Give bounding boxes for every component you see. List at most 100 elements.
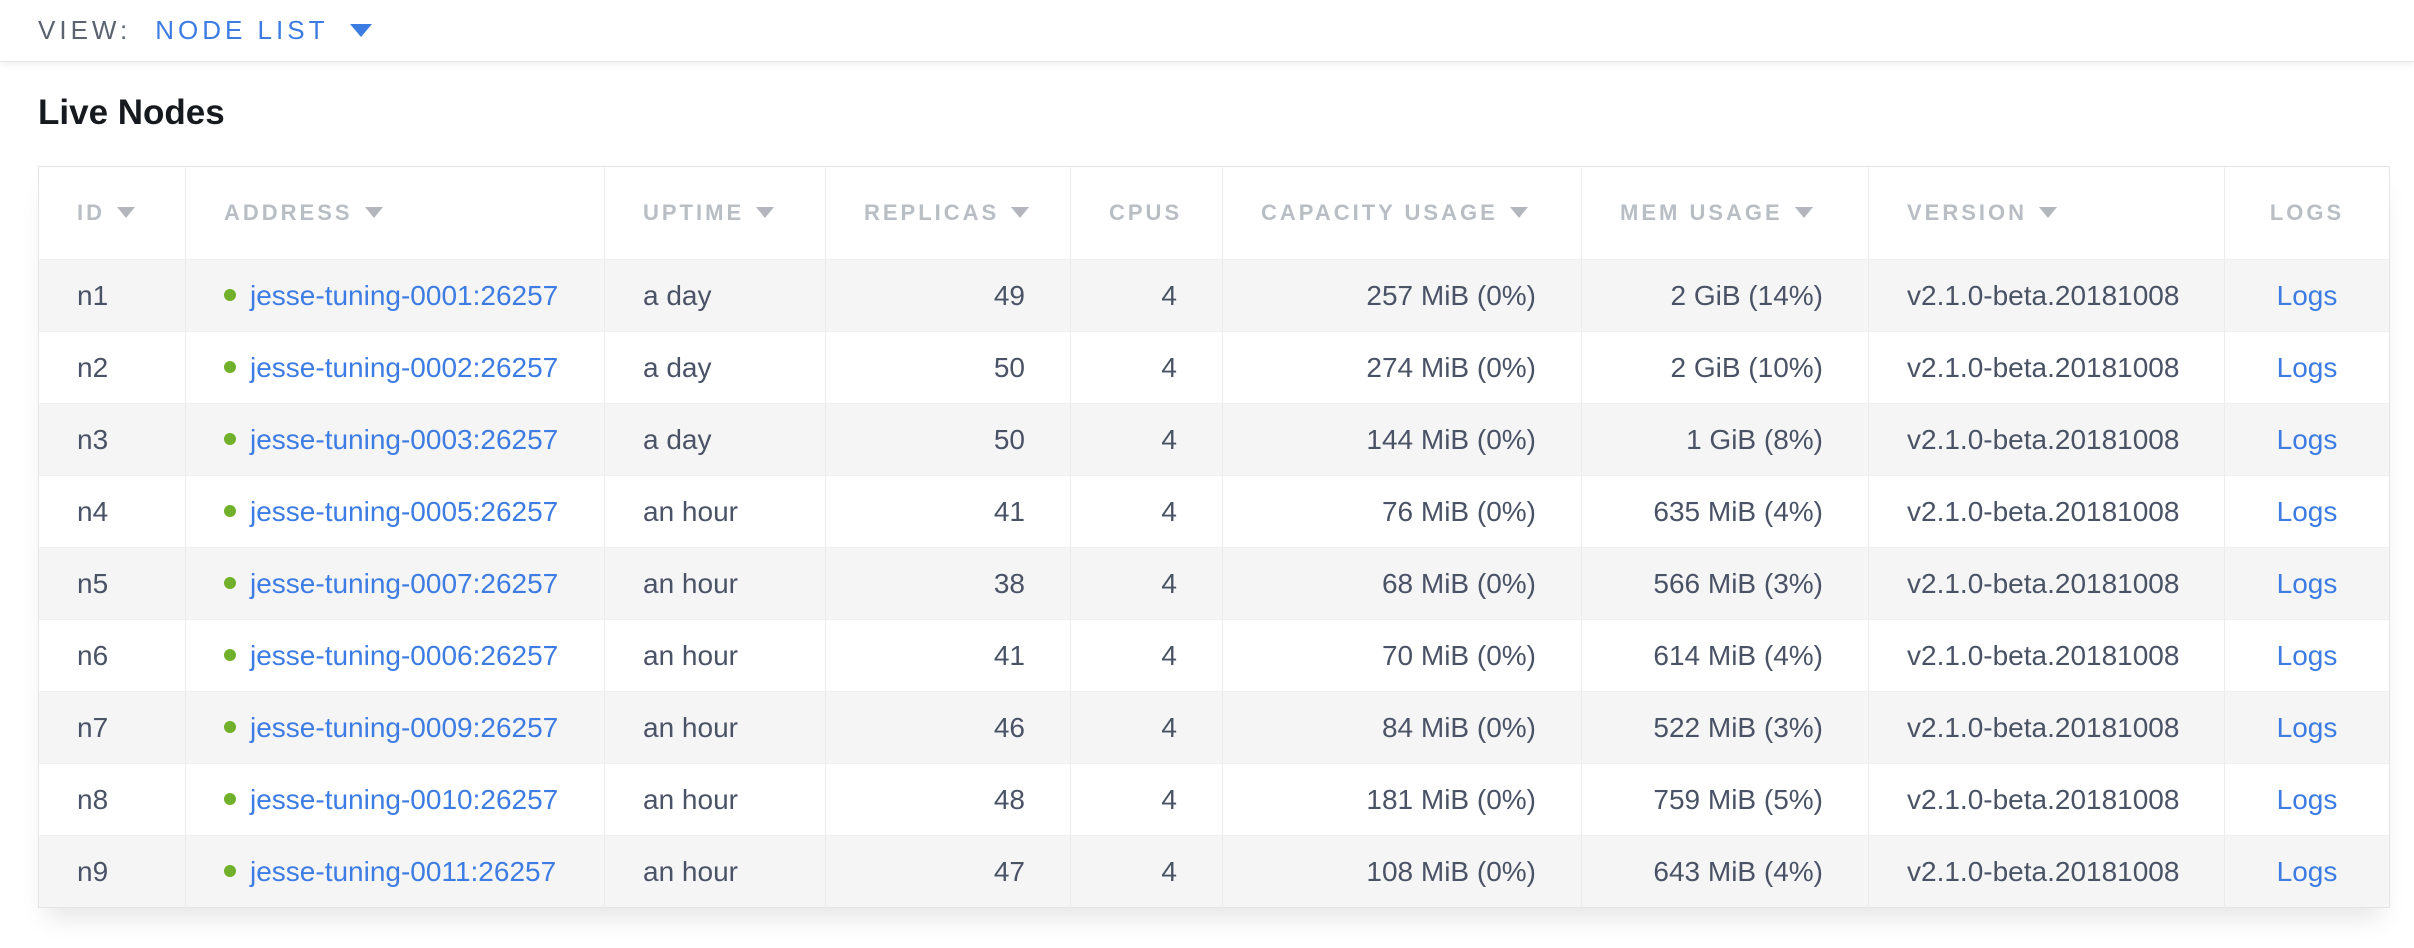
column-label: LOGS [2269,200,2345,225]
node-address-link[interactable]: jesse-tuning-0007:26257 [250,567,559,599]
node-live-status-icon [224,649,236,662]
logs-link[interactable]: Logs [2276,351,2338,383]
table-row: n8 jesse-tuning-0010:26257 an hour 48 4 181 M… [38,763,2390,836]
node-live-status-icon [224,793,236,806]
logs-link[interactable]: Logs [2276,783,2338,815]
version-cell: v2.1.0-beta.20181008 [1868,475,2225,548]
node-live-status-icon [224,721,236,734]
id-cell: n3 [38,403,186,476]
id-cell: n7 [38,691,186,764]
column-label: MEM USAGE [1620,200,1783,225]
replicas-cell: 46 [825,691,1071,764]
node-live-status-icon [224,289,236,302]
view-selected-value[interactable]: NODE LIST [155,15,329,45]
logs-link[interactable]: Logs [2276,279,2338,311]
view-bar: VIEW: NODE LIST [0,0,2414,62]
node-address-link[interactable]: jesse-tuning-0001:26257 [250,279,559,311]
column-header-address[interactable]: ADDRESS [185,166,605,260]
version-cell: v2.1.0-beta.20181008 [1868,331,2225,404]
mem-cell: 759 MiB (5%) [1581,763,1869,836]
capacity-cell: 70 MiB (0%) [1222,619,1582,692]
cpus-cell: 4 [1070,475,1223,548]
table-row: n3 jesse-tuning-0003:26257 a day 50 4 144 MiB… [38,403,2390,476]
id-cell: n6 [38,619,186,692]
nodes-table: ID ADDRESS UPTIME REPLICAS CPUS CAPACITY USAG… [38,166,2390,908]
node-address-cell: jesse-tuning-0009:26257 [185,691,605,764]
sort-desc-icon [1509,206,1528,218]
capacity-cell: 108 MiB (0%) [1222,835,1582,908]
table-row: n5 jesse-tuning-0007:26257 an hour 38 4 68 Mi… [38,547,2390,620]
live-nodes-table: ID ADDRESS UPTIME REPLICAS CPUS CAPACITY USAG… [38,166,2390,908]
capacity-cell: 181 MiB (0%) [1222,763,1582,836]
logs-cell: Logs [2224,547,2390,620]
sort-desc-icon [1794,206,1813,218]
logs-link[interactable]: Logs [2276,711,2338,743]
id-cell: n9 [38,835,186,908]
view-selector-dropdown[interactable]: NODE LIST [155,15,373,46]
logs-link[interactable]: Logs [2276,639,2338,671]
column-label: CPUS [1109,200,1183,225]
logs-link[interactable]: Logs [2276,423,2338,455]
capacity-cell: 144 MiB (0%) [1222,403,1582,476]
node-address-link[interactable]: jesse-tuning-0002:26257 [250,351,559,383]
uptime-cell: an hour [604,835,826,908]
logs-cell: Logs [2224,475,2390,548]
node-address-link[interactable]: jesse-tuning-0011:26257 [250,855,557,887]
node-address-cell: jesse-tuning-0001:26257 [185,259,605,332]
node-live-status-icon [224,577,236,590]
logs-cell: Logs [2224,763,2390,836]
column-header-replicas[interactable]: REPLICAS [825,166,1071,260]
uptime-cell: a day [604,259,826,332]
mem-cell: 522 MiB (3%) [1581,691,1869,764]
logs-link[interactable]: Logs [2276,495,2338,527]
node-address-link[interactable]: jesse-tuning-0003:26257 [250,423,559,455]
view-label: VIEW: [38,15,132,45]
capacity-cell: 274 MiB (0%) [1222,331,1582,404]
node-address-link[interactable]: jesse-tuning-0009:26257 [250,711,559,743]
sort-desc-icon [117,206,135,218]
node-address-link[interactable]: jesse-tuning-0006:26257 [250,639,559,671]
node-live-status-icon [224,505,236,518]
uptime-cell: an hour [604,475,826,548]
logs-cell: Logs [2224,619,2390,692]
node-address-cell: jesse-tuning-0002:26257 [185,331,605,404]
mem-cell: 1 GiB (8%) [1581,403,1869,476]
logs-cell: Logs [2224,259,2390,332]
node-address-link[interactable]: jesse-tuning-0010:26257 [250,783,559,815]
table-row: n4 jesse-tuning-0005:26257 an hour 41 4 76 Mi… [38,475,2390,548]
column-header-logs: LOGS [2224,166,2390,260]
node-address-cell: jesse-tuning-0011:26257 [185,835,605,908]
column-header-id[interactable]: ID [38,166,186,260]
column-header-mem[interactable]: MEM USAGE [1581,166,1869,260]
table-row: n1 jesse-tuning-0001:26257 a day 49 4 257 MiB… [38,259,2390,332]
column-header-version[interactable]: VERSION [1868,166,2225,260]
column-header-capacity[interactable]: CAPACITY USAGE [1222,166,1582,260]
node-address-link[interactable]: jesse-tuning-0005:26257 [250,495,559,527]
cpus-cell: 4 [1070,331,1223,404]
column-label: CAPACITY USAGE [1261,200,1498,225]
column-label: UPTIME [643,200,745,225]
logs-cell: Logs [2224,835,2390,908]
table-header-row: ID ADDRESS UPTIME REPLICAS CPUS CAPACITY USAG… [38,166,2390,260]
uptime-cell: an hour [604,763,826,836]
column-header-uptime[interactable]: UPTIME [604,166,826,260]
logs-link[interactable]: Logs [2276,855,2338,887]
logs-cell: Logs [2224,691,2390,764]
cpus-cell: 4 [1070,619,1223,692]
version-cell: v2.1.0-beta.20181008 [1868,691,2225,764]
cpus-cell: 4 [1070,403,1223,476]
capacity-cell: 76 MiB (0%) [1222,475,1582,548]
column-label: VERSION [1907,200,2028,225]
id-cell: n5 [38,547,186,620]
mem-cell: 614 MiB (4%) [1581,619,1869,692]
table-row: n9 jesse-tuning-0011:26257 an hour 47 4 108 M… [38,835,2390,908]
logs-cell: Logs [2224,331,2390,404]
sort-desc-icon [364,206,383,218]
cpus-cell: 4 [1070,763,1223,836]
replicas-cell: 38 [825,547,1071,620]
table-row: n2 jesse-tuning-0002:26257 a day 50 4 274 MiB… [38,331,2390,404]
logs-link[interactable]: Logs [2276,567,2338,599]
replicas-cell: 48 [825,763,1071,836]
replicas-cell: 49 [825,259,1071,332]
table-row: n7 jesse-tuning-0009:26257 an hour 46 4 84 Mi… [38,691,2390,764]
